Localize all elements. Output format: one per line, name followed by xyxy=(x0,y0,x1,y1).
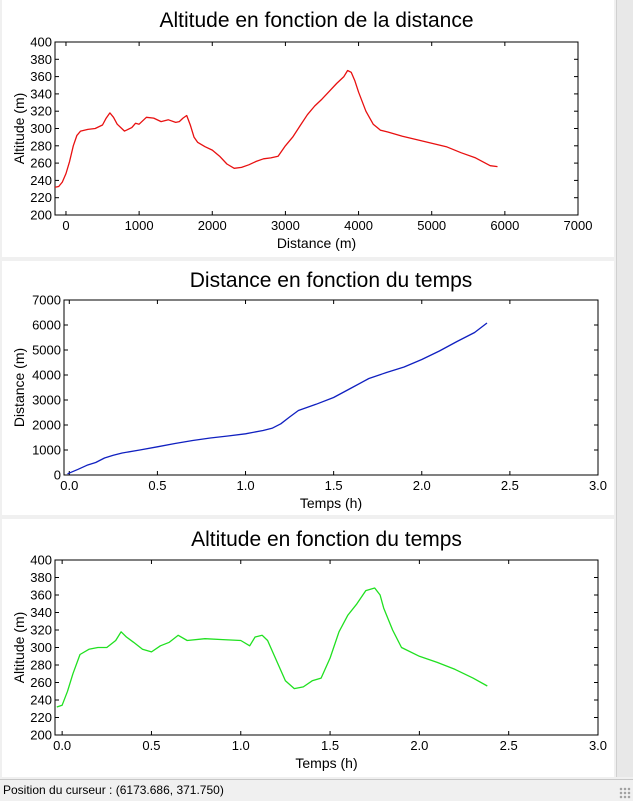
cursor-position-label: Position du curseur : (6173.686, 371.750… xyxy=(3,783,224,797)
y-tick-label: 400 xyxy=(30,35,52,50)
x-tick-label: 4000 xyxy=(344,218,373,233)
y-tick-label: 260 xyxy=(30,156,52,171)
x-tick-label: 2.5 xyxy=(501,478,519,493)
x-tick-label: 1000 xyxy=(125,218,154,233)
y-tick-label: 1000 xyxy=(32,443,61,458)
y-tick-label: 7000 xyxy=(32,293,61,308)
x-tick-label: 2.5 xyxy=(500,738,518,753)
plot-area xyxy=(54,41,579,216)
y-tick-label: 220 xyxy=(30,190,52,205)
y-tick-label: 300 xyxy=(30,121,52,136)
vertical-scrollbar[interactable] xyxy=(616,0,633,777)
y-tick-label: 320 xyxy=(30,623,52,638)
y-tick-label: 220 xyxy=(30,710,52,725)
x-tick-label: 0 xyxy=(62,218,69,233)
y-axis-label: Distance (m) xyxy=(11,348,27,427)
status-bar: Position du curseur : (6173.686, 371.750… xyxy=(0,779,633,801)
y-axis-label: Altitude (m) xyxy=(11,93,27,165)
x-tick-label: 2.0 xyxy=(410,738,428,753)
x-tick-label: 0.5 xyxy=(142,738,160,753)
x-tick-label: 0.5 xyxy=(148,478,166,493)
y-tick-label: 380 xyxy=(30,52,52,67)
x-tick-label: 0.0 xyxy=(60,478,78,493)
x-axis-label: Temps (h) xyxy=(300,495,362,511)
series-line xyxy=(56,587,488,708)
y-tick-label: 280 xyxy=(30,138,52,153)
y-tick-label: 200 xyxy=(30,728,52,743)
y-tick-label: 0 xyxy=(54,468,61,483)
x-tick-label: 7000 xyxy=(564,218,593,233)
y-tick-label: 340 xyxy=(30,86,52,101)
x-tick-label: 1.5 xyxy=(321,738,339,753)
y-tick-label: 380 xyxy=(30,570,52,585)
altitude-vs-distance-svg: Altitude en fonction de la distance 0 1000… xyxy=(11,9,593,251)
x-tick-label: 0.0 xyxy=(53,738,71,753)
series-line xyxy=(54,69,498,188)
y-tick-label: 360 xyxy=(30,69,52,84)
y-tick-label: 2000 xyxy=(32,418,61,433)
altitude-vs-distance-chart: Altitude en fonction de la distance 0 1000… xyxy=(2,0,614,257)
distance-vs-time-chart: Distance en fonction du temps 0.0 0.5 1.0 1.… xyxy=(2,261,614,515)
x-tick-label: 3.0 xyxy=(589,738,607,753)
y-tick-label: 340 xyxy=(30,605,52,620)
y-tick-label: 4000 xyxy=(32,368,61,383)
y-tick-label: 6000 xyxy=(32,318,61,333)
y-tick-label: 5000 xyxy=(32,343,61,358)
y-tick-label: 300 xyxy=(30,640,52,655)
series-line xyxy=(67,322,488,475)
chart-title: Distance en fonction du temps xyxy=(190,269,473,292)
chart-title: Altitude en fonction de la distance xyxy=(159,9,473,32)
y-tick-label: 240 xyxy=(30,173,52,188)
altitude-vs-time-chart: Altitude en fonction du temps 0.0 0.5 1.0 1.… xyxy=(2,519,614,777)
y-tick-label: 360 xyxy=(30,588,52,603)
resize-grip-icon[interactable] xyxy=(619,787,631,799)
x-tick-label: 2000 xyxy=(198,218,227,233)
x-tick-label: 1.0 xyxy=(232,738,250,753)
y-tick-label: 240 xyxy=(30,693,52,708)
x-tick-label: 1.5 xyxy=(325,478,343,493)
x-tick-label: 1.0 xyxy=(236,478,254,493)
x-tick-label: 2.0 xyxy=(413,478,431,493)
x-axis-label: Distance (m) xyxy=(277,235,356,251)
altitude-vs-time-svg: Altitude en fonction du temps 0.0 0.5 1.0 1.… xyxy=(11,528,607,771)
x-axis-label: Temps (h) xyxy=(295,755,357,771)
x-tick-label: 3000 xyxy=(271,218,300,233)
distance-vs-time-svg: Distance en fonction du temps 0.0 0.5 1.0 1.… xyxy=(11,269,607,511)
chart-title: Altitude en fonction du temps xyxy=(191,528,462,551)
plot-area xyxy=(54,559,599,736)
x-tick-label: 5000 xyxy=(417,218,446,233)
plot-area xyxy=(63,299,599,476)
y-tick-label: 200 xyxy=(30,208,52,223)
x-tick-label: 6000 xyxy=(490,218,519,233)
y-tick-label: 260 xyxy=(30,675,52,690)
y-tick-label: 320 xyxy=(30,104,52,119)
y-tick-label: 280 xyxy=(30,658,52,673)
y-tick-label: 400 xyxy=(30,553,52,568)
y-axis-label: Altitude (m) xyxy=(11,612,27,684)
x-tick-label: 3.0 xyxy=(589,478,607,493)
y-tick-label: 3000 xyxy=(32,393,61,408)
